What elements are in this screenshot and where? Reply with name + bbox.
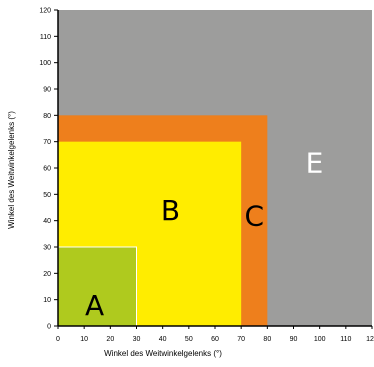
y-axis-title: Winkel des Weitwinkelgelenks (°) bbox=[7, 111, 16, 229]
y-tick-label: 30 bbox=[43, 245, 51, 252]
x-tick-label: 120 bbox=[366, 336, 374, 343]
x-tick-label: 100 bbox=[314, 336, 326, 343]
region-label-a: A bbox=[85, 289, 104, 322]
y-tick-label: 90 bbox=[43, 87, 51, 94]
x-tick-label: 80 bbox=[263, 336, 271, 343]
x-tick-group: 0 10 20 30 40 50 60 70 80 90 100 110 120 bbox=[56, 326, 374, 343]
y-tick-label: 70 bbox=[43, 139, 51, 146]
y-tick-label: 0 bbox=[47, 324, 51, 331]
region-label-c: C bbox=[244, 199, 264, 232]
y-tick-label: 60 bbox=[43, 166, 51, 173]
x-tick-label: 40 bbox=[159, 336, 167, 343]
y-tick-label: 80 bbox=[43, 113, 51, 120]
x-tick-label: 10 bbox=[80, 336, 88, 343]
region-label-e: E bbox=[306, 147, 324, 180]
region-label-b: B bbox=[161, 194, 180, 227]
y-tick-label: 50 bbox=[43, 192, 51, 199]
x-axis-title: Winkel des Weitwinkelgelenks (°) bbox=[104, 349, 222, 358]
region-a bbox=[57, 246, 137, 327]
x-tick-label: 90 bbox=[290, 336, 298, 343]
y-tick-label: 10 bbox=[43, 297, 51, 304]
y-tick-label: 20 bbox=[43, 271, 51, 278]
x-tick-label: 70 bbox=[237, 336, 245, 343]
y-tick-label: 110 bbox=[40, 34, 51, 41]
region-group bbox=[57, 10, 372, 327]
y-tick-label: 40 bbox=[43, 218, 51, 225]
y-tick-label: 100 bbox=[39, 60, 51, 67]
x-tick-label: 60 bbox=[211, 336, 219, 343]
x-tick-label: 30 bbox=[133, 336, 141, 343]
x-tick-label: 110 bbox=[340, 336, 351, 343]
x-tick-label: 0 bbox=[56, 336, 60, 343]
y-tick-label: 120 bbox=[39, 8, 51, 15]
region-label-group: E C B A bbox=[85, 147, 323, 322]
y-tick-group: 0 10 20 30 40 50 60 70 80 90 100 110 120 bbox=[39, 8, 58, 331]
x-tick-label: 20 bbox=[106, 336, 114, 343]
x-tick-label: 50 bbox=[185, 336, 193, 343]
